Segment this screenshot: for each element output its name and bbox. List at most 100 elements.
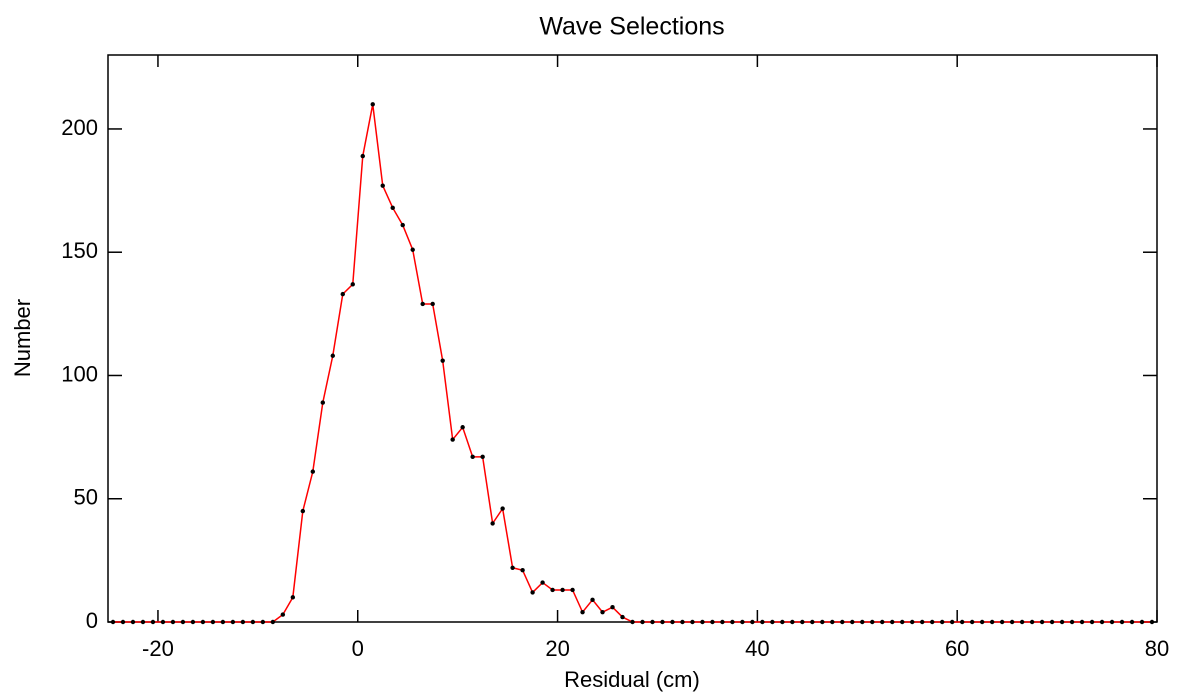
data-point [460,425,465,430]
y-tick-label: 0 [86,608,98,633]
data-point [1129,619,1135,625]
data-point [190,619,196,625]
data-point [180,619,186,625]
data-point [300,508,306,514]
data-point [400,222,405,228]
data-point [1139,619,1145,625]
chart-title: Wave Selections [539,13,724,41]
data-point [570,587,575,593]
data-point [1029,619,1035,625]
data-point [380,183,385,188]
data-point [260,619,266,625]
data-point [1149,619,1155,625]
data-point [170,619,176,625]
data-point [360,153,365,159]
y-tick-label: 50 [74,485,98,510]
data-point [200,619,206,625]
x-tick-label: 20 [545,636,569,661]
data-point [600,609,605,615]
data-point [700,619,705,625]
data-point [730,619,735,625]
x-axis-label: Residual (cm) [564,667,700,692]
data-point [150,619,156,625]
data-point [140,619,146,625]
data-point [690,619,695,625]
data-point [350,282,355,287]
plot-frame [107,54,1158,623]
data-point [310,469,316,474]
data-point [1019,619,1025,625]
data-point [590,597,595,603]
x-tick-label: -20 [142,636,174,661]
data-point [230,619,236,625]
data-point [1079,619,1085,625]
data-point [640,619,645,625]
data-point [220,619,226,625]
data-point [750,619,755,625]
data-line [112,104,1152,623]
data-point [280,612,286,617]
data-point [450,437,455,442]
data-point [670,619,675,625]
data-point [1119,619,1125,625]
data-point [1059,619,1065,625]
data-point [430,301,435,307]
data-point [440,358,445,363]
data-point [1039,619,1045,625]
data-point [920,619,925,625]
data-point [420,301,425,307]
data-point [650,619,655,625]
data-point [270,619,276,625]
data-point [710,619,715,625]
data-point [160,619,166,625]
data-point [830,619,835,625]
data-point [540,580,545,585]
data-point [1069,619,1075,625]
data-point [390,205,395,211]
data-point [330,353,335,358]
data-point [979,619,985,625]
y-axis-label: Number [10,299,35,377]
data-point [900,619,905,625]
data-point [820,619,825,625]
data-point [580,609,585,615]
data-point [490,521,495,526]
y-tick-label: 100 [61,361,98,386]
data-point [1109,619,1115,625]
data-point [530,590,535,595]
data-point [370,102,375,107]
data-point [480,454,485,460]
data-point [110,619,116,625]
data-point [290,595,296,600]
data-point [880,619,885,625]
data-point [890,619,895,625]
data-point [1089,619,1095,625]
data-point [910,619,915,625]
data-point [520,568,525,573]
data-point [720,619,725,625]
data-point [969,619,975,625]
data-point [959,619,965,625]
data-point [630,619,635,625]
data-point [860,619,865,625]
data-point [680,619,685,625]
data-point [760,619,765,625]
data-point [870,619,875,625]
data-point [550,587,555,593]
data-point [850,619,855,625]
data-point [1099,619,1105,625]
y-tick-label: 150 [61,238,98,263]
data-point [240,619,246,625]
x-tick-label: 0 [352,636,364,661]
y-tick-label: 200 [61,115,98,140]
data-point [780,619,785,625]
data-point [930,619,935,625]
data-point [790,619,795,625]
data-point [620,614,625,620]
data-point [660,619,665,625]
data-point [130,619,136,625]
data-point [560,587,565,593]
data-point [770,619,775,625]
data-point [740,619,745,625]
